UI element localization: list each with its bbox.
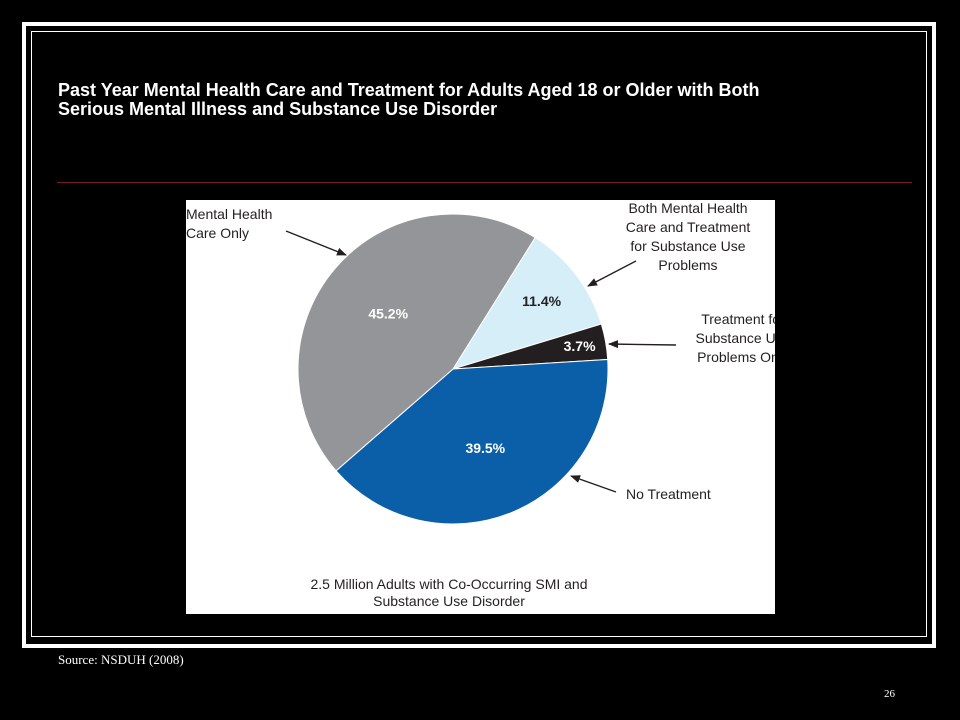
slide-outer-border [22, 22, 936, 648]
slide-title-line-1: Past Year Mental Health Care and Treatme… [58, 80, 760, 100]
category-label-both-mental-health-care-and-treatment-for-substance-use-problems: Both Mental Health Care and Treatment for … [626, 200, 751, 273]
pie-slice-both-mental-health-care-and-treatment-for-substance-use-problems [451, 236, 602, 370]
source-note: Source: NSDUH (2008) [58, 652, 184, 667]
leader-arrow-mental-health-care-only [285, 230, 347, 256]
category-label-no-treatment: No Treatment [626, 486, 711, 502]
title-divider [57, 182, 912, 183]
pie-chart-panel: 11.4% Both Mental Health Care and Treatmen… [186, 200, 775, 614]
pie-slice-mental-health-care-only [297, 213, 536, 472]
slide-title-line-2: Serious Mental Illness and Substance Use… [58, 99, 498, 119]
pie-slice-no-treatment [335, 358, 609, 525]
chart-caption: 2.5 Million Adults with Co-Occurring SMI… [311, 576, 588, 609]
value-label-no-treatment: 39.5% [465, 440, 505, 456]
category-label-mental-health-care-only: Mental Health Care Only [186, 206, 272, 241]
leader-arrow-no-treatment [570, 475, 617, 493]
slide-inner-border [31, 31, 927, 637]
leader-arrow-treatment-for-substance-use-problems-only [608, 340, 677, 349]
slide-title: Past Year Mental Health Care and Treatme… [58, 81, 918, 119]
value-label-treatment-for-substance-use-problems-only: 3.7% [564, 338, 596, 354]
page-number: 26 [884, 688, 895, 700]
pie-slices [297, 213, 609, 525]
pie-chart: 11.4% Both Mental Health Care and Treatmen… [186, 200, 775, 609]
chart-caption-text: 2.5 Million Adults with Co-Occurring SMI… [311, 576, 588, 609]
pie-labels: 11.4% Both Mental Health Care and Treatmen… [186, 200, 775, 502]
value-label-mental-health-care-only: 45.2% [368, 306, 408, 322]
leader-arrow-both-mental-health-care-and-treatment-for-substance-use-problems [587, 260, 637, 287]
value-label-both-mental-health-care-and-treatment-for-substance-use-problems: 11.4% [522, 293, 561, 309]
